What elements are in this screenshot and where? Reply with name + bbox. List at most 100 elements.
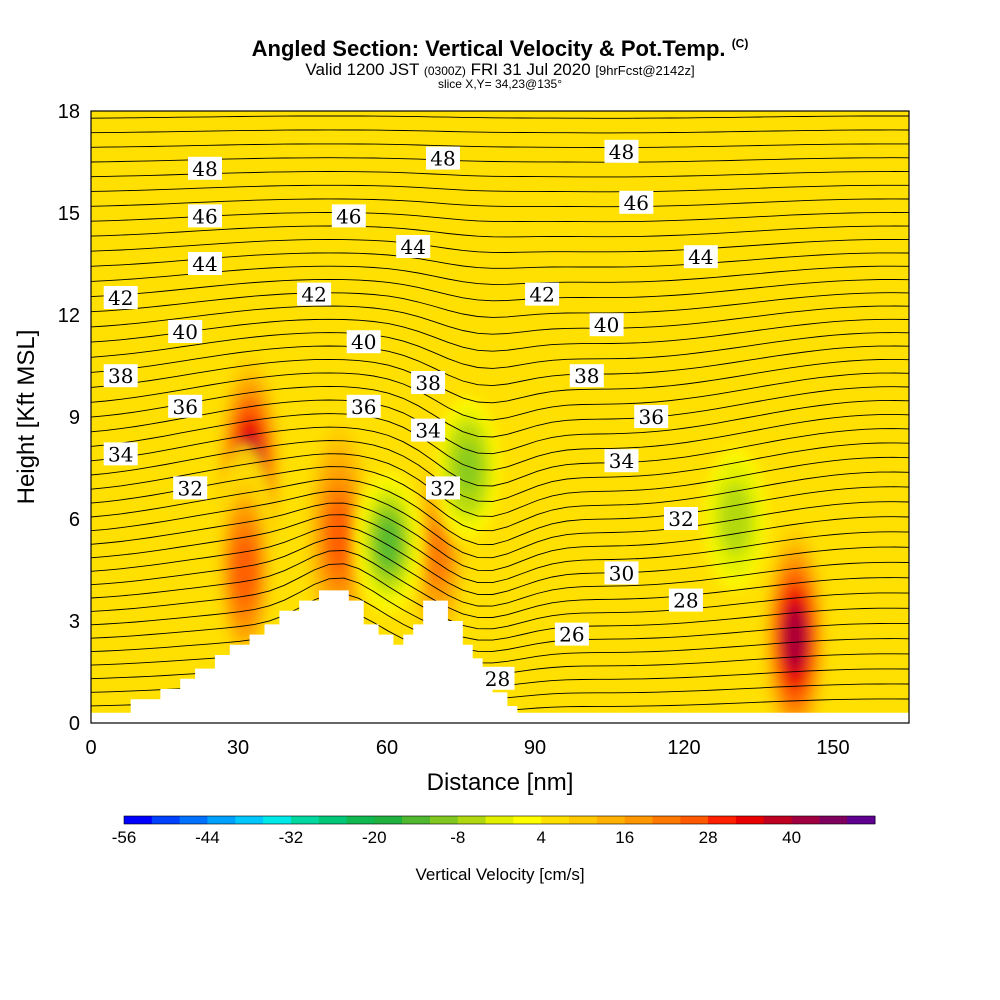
contour-label-text: 42 xyxy=(301,283,326,307)
contour-label: 30 xyxy=(604,561,639,585)
contour-label-bg xyxy=(604,449,639,473)
contour-label: 46 xyxy=(619,190,654,215)
contour-label-text: 38 xyxy=(415,371,440,395)
colorbar-swatch xyxy=(485,816,514,824)
contour-label: 40 xyxy=(346,330,381,354)
isentrope-line xyxy=(91,345,909,387)
y-tick-label: 0 xyxy=(69,713,80,735)
contour-label-text: 44 xyxy=(688,245,713,269)
velocity-feature xyxy=(431,386,505,550)
colorbar-swatch xyxy=(457,816,487,824)
contour-label-text: 32 xyxy=(668,507,693,531)
colorbar-swatches xyxy=(123,815,876,825)
contour-label: 44 xyxy=(396,235,431,259)
chart-title: Angled Section: Vertical Velocity & Pot.… xyxy=(251,36,749,61)
colorbar-tick-label: -32 xyxy=(279,828,304,847)
contour-label-text: 36 xyxy=(351,395,376,419)
contour-label-text: 48 xyxy=(609,140,634,164)
isentrope-line xyxy=(91,129,909,134)
contour-label-bg xyxy=(589,313,624,337)
colorbar-swatch xyxy=(541,816,570,824)
contour-label: 28 xyxy=(668,588,703,613)
colorbar-tick-label: -8 xyxy=(450,828,465,847)
colorbar-swatch xyxy=(763,816,792,824)
contour-label: 46 xyxy=(331,204,366,228)
contour-label: 48 xyxy=(426,146,460,171)
isentrope-line xyxy=(91,609,909,664)
x-tick-label: 30 xyxy=(227,737,249,759)
colorbar-swatch xyxy=(346,816,375,824)
colorbar-swatch xyxy=(791,816,820,824)
contour-label-text: 46 xyxy=(336,204,361,228)
contour-label-bg xyxy=(426,146,460,170)
contour-label-bg xyxy=(604,139,639,163)
velocity-blob xyxy=(723,494,748,544)
colorbar-swatch xyxy=(235,816,264,824)
isentrope-line xyxy=(91,318,909,352)
isentrope-line xyxy=(91,550,909,618)
contour-label: 32 xyxy=(664,507,698,531)
contour-label: 44 xyxy=(188,252,222,276)
colorbar-swatch xyxy=(402,816,431,824)
isentrope-line xyxy=(91,143,909,148)
velocity-feature xyxy=(758,508,832,723)
x-tick-label: 0 xyxy=(85,737,96,759)
contour-label-bg xyxy=(525,282,560,306)
isentrope-line xyxy=(91,514,909,584)
chart-subtitle: Valid 1200 JST (0300Z) FRI 31 Jul 2020 [… xyxy=(305,60,695,79)
isentrope-line xyxy=(91,413,909,471)
contour-label-bg xyxy=(103,442,138,466)
contour-label: 26 xyxy=(554,622,589,647)
contour-label-bg xyxy=(173,476,208,500)
colorbar-tick-label: 16 xyxy=(615,828,634,847)
contour-label-text: 30 xyxy=(609,561,634,585)
isentrope-line xyxy=(91,385,909,438)
contour-label: 42 xyxy=(297,282,332,307)
y-tick-label: 3 xyxy=(69,611,80,633)
colorbar-swatch xyxy=(708,816,737,824)
isentrope-line xyxy=(91,358,909,404)
contour-label-bg xyxy=(619,190,654,214)
contour-label-bg xyxy=(668,588,703,612)
isentrope-line xyxy=(91,478,909,545)
velocity-blob xyxy=(376,517,401,568)
contour-label: 32 xyxy=(426,476,460,500)
contour-label: 48 xyxy=(604,139,639,164)
colorbar-frame xyxy=(123,815,876,825)
y-axis-title: Height [Kft MSL] xyxy=(13,330,40,505)
contour-label-text: 48 xyxy=(430,147,455,171)
contour-label-bg xyxy=(480,666,515,690)
contour-label-text: 28 xyxy=(673,589,698,613)
isentrope-line xyxy=(91,426,909,487)
contour-label-text: 38 xyxy=(108,364,133,388)
contour-label-bg xyxy=(411,418,446,442)
contour-label: 36 xyxy=(634,405,669,429)
contour-label-bg xyxy=(411,371,446,394)
velocity-blob xyxy=(783,605,807,671)
colorbar-title: Vertical Velocity [cm/s] xyxy=(415,865,584,884)
contour-labels: 48 48 48 46 46 46 44 44 44 42 42 42 40 40 40 38 38 38 36 36… xyxy=(103,139,718,691)
colorbar-tick-label: -56 xyxy=(112,828,137,847)
isentrope-line xyxy=(91,593,909,652)
contour-label-bg xyxy=(168,394,203,418)
isentrope-line xyxy=(91,332,909,369)
contour-label: 48 xyxy=(188,156,222,181)
contour-label: 34 xyxy=(103,442,138,466)
x-tick-label: 120 xyxy=(667,737,700,759)
colorbar-swatch xyxy=(847,816,876,824)
x-axis: 0 30 60 90 120 150 Distance [nm] xyxy=(85,737,849,796)
contour-label-bg xyxy=(297,282,332,306)
contour-label: 38 xyxy=(103,364,138,388)
contour-label-bg xyxy=(103,364,138,388)
contour-label-text: 26 xyxy=(559,623,584,647)
contour-label-bg xyxy=(683,245,718,269)
isentrope-line xyxy=(91,399,909,455)
contour-label-text: 32 xyxy=(177,476,202,500)
contour-label-text: 42 xyxy=(108,286,133,310)
contour-label-bg xyxy=(331,204,366,228)
contour-label-text: 46 xyxy=(192,204,217,228)
contour-label-bg xyxy=(634,405,669,428)
velocity-blob xyxy=(456,443,480,493)
contour-label-text: 34 xyxy=(609,449,634,473)
isentrope-line xyxy=(91,198,909,208)
